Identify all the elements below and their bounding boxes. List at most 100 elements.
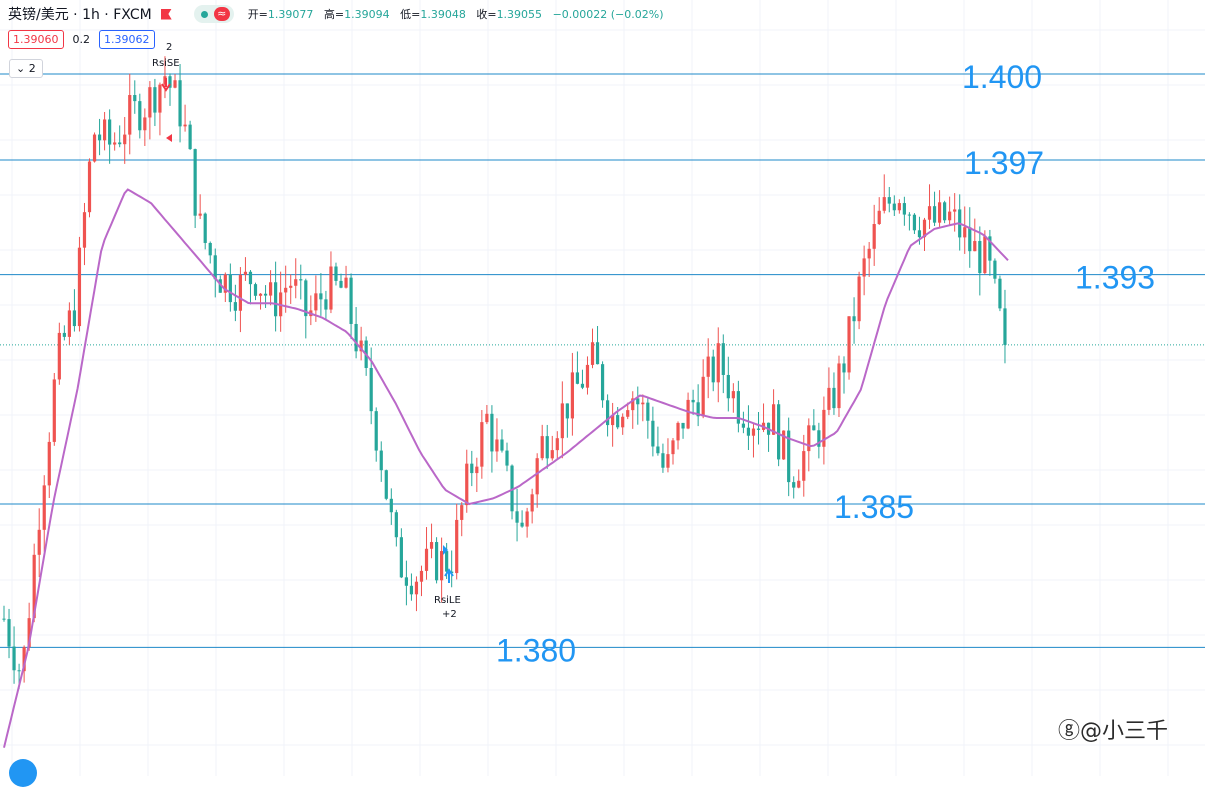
candle-body (465, 463, 469, 506)
candle-body (621, 416, 625, 428)
candle-body (646, 402, 650, 421)
candle-body (213, 255, 217, 280)
candle-body (611, 415, 615, 426)
candle-body (741, 423, 746, 428)
candle-body (822, 409, 826, 447)
candle-body (857, 276, 861, 322)
candle-body (606, 400, 610, 426)
candle-body (862, 258, 866, 277)
candle-body (198, 213, 202, 216)
candle-body (535, 458, 539, 495)
candle-body (636, 398, 640, 405)
candle-body (696, 402, 700, 417)
candle-body (867, 248, 871, 259)
chevron-down-icon: ⌄ (16, 62, 26, 75)
candle-body (97, 134, 102, 141)
candle-body (666, 454, 670, 468)
candle-body (726, 374, 730, 399)
level-label: 1.393 (1075, 260, 1155, 296)
candle-body (344, 277, 348, 288)
candle-body (2, 618, 6, 620)
candle-body (736, 391, 740, 424)
candle-body (183, 124, 187, 127)
candle-body (777, 404, 781, 460)
candle-body (314, 293, 318, 311)
candle-body (716, 343, 720, 383)
candle-body (349, 277, 353, 324)
indicators-toggle-button[interactable]: ⌄ 2 (9, 59, 43, 78)
candle-body (37, 529, 41, 555)
candle-body (1003, 308, 1007, 345)
candle-body (641, 402, 645, 405)
candle-body (359, 340, 363, 352)
candle-body (676, 422, 680, 441)
candle-body (108, 119, 112, 145)
candle-body (87, 161, 92, 213)
candle-body (470, 463, 474, 474)
candle-body (495, 439, 499, 452)
candle-body (274, 282, 278, 317)
candle-body (510, 465, 514, 512)
candle-body (228, 274, 232, 303)
candle-body (932, 206, 937, 223)
candle-body (148, 87, 152, 118)
candle-body (324, 299, 328, 310)
signal-label-long: RsiLE (434, 595, 461, 606)
candle-body (475, 466, 479, 474)
candle-body (686, 399, 690, 429)
candle-body (304, 280, 308, 317)
level-label: 1.385 (834, 489, 914, 525)
candle-body (429, 542, 434, 549)
low-value: 1.39048 (420, 8, 466, 21)
market-status-pill[interactable]: ≈ (193, 5, 234, 23)
sell-price-button[interactable]: 1.39060 (8, 30, 64, 49)
high-value: 1.39094 (344, 8, 390, 21)
candle-body (721, 343, 725, 375)
candle-body (12, 646, 16, 671)
sell-marker-icon (166, 134, 172, 142)
candle-body (520, 522, 524, 527)
candle-body (138, 101, 142, 131)
candle-body (500, 439, 504, 451)
ohlc-readout: 开=1.39077 高=1.39094 低=1.39048 收=1.39055 … (248, 6, 664, 22)
candle-body (57, 332, 61, 380)
candle-body (681, 422, 685, 429)
candle-body (409, 585, 414, 595)
candle-body (600, 364, 605, 401)
candle-body (163, 76, 167, 85)
candle-body (339, 280, 343, 288)
candle-body (882, 197, 886, 211)
flag-icon[interactable] (160, 8, 172, 20)
candle-body (953, 209, 957, 212)
tradingview-logo-icon[interactable] (9, 759, 37, 787)
candle-body (948, 211, 952, 221)
candle-body (168, 76, 172, 88)
high-label: 高= (323, 8, 345, 21)
candle-body (258, 293, 263, 296)
buy-arrow-icon (444, 568, 454, 583)
candle-body (877, 210, 881, 225)
candle-body (550, 450, 554, 459)
strategy-signals: 2 RsiSE RsiLE +2 (152, 42, 461, 620)
candle-body (72, 310, 77, 327)
candle-body (268, 282, 273, 296)
level-label: 1.400 (962, 59, 1042, 95)
candle-body (751, 428, 756, 436)
symbol-title[interactable]: 英镑/美元 · 1h · FXCM (8, 7, 152, 23)
candle-body (143, 117, 147, 131)
candle-body (414, 581, 419, 595)
candle-body (927, 206, 932, 220)
candle-body (983, 236, 987, 274)
candle-body (902, 203, 906, 215)
watermark: ⓖ@小三千 (1058, 713, 1168, 745)
candle-body (560, 403, 564, 439)
candle-body (968, 227, 972, 252)
signal-qty-long: +2 (442, 609, 457, 620)
candle-body (424, 548, 429, 571)
candle-body (82, 212, 87, 248)
candle-body (978, 241, 982, 274)
candle-body (52, 379, 56, 442)
signal-qty-short: 2 (166, 42, 172, 53)
buy-price-button[interactable]: 1.39062 (99, 30, 155, 49)
